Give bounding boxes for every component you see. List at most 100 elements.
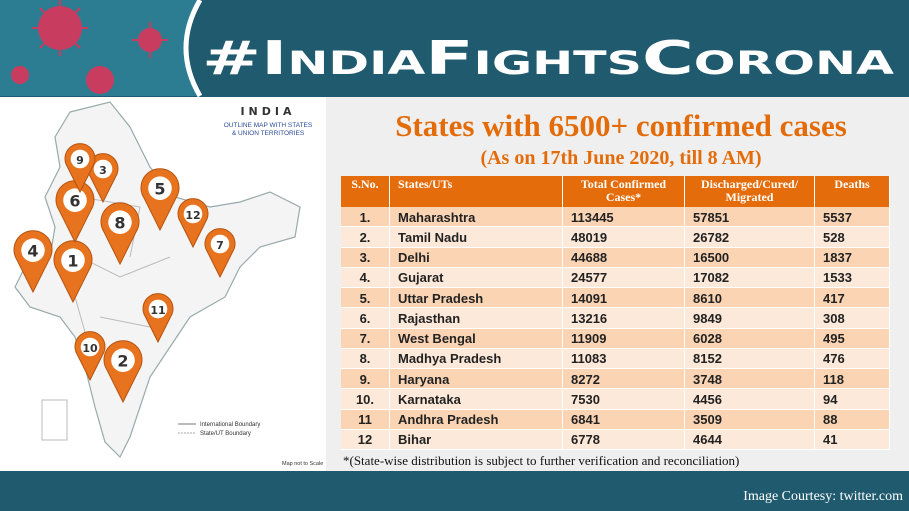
- pin-label: 2: [117, 351, 128, 370]
- pin-label: 6: [69, 191, 80, 210]
- pin-head: [63, 188, 87, 212]
- map-pin: 6: [55, 180, 95, 244]
- table-row: [341, 207, 890, 228]
- pin-label: 3: [99, 164, 107, 177]
- table-cell: Tamil Nadu: [390, 227, 563, 248]
- table-cell: 528: [815, 227, 890, 248]
- pin-head: [210, 234, 230, 254]
- legend-label: State/UT Boundary: [200, 431, 251, 437]
- pin-label: 5: [154, 179, 165, 198]
- table-cell: 8152: [685, 348, 815, 369]
- map-pin: 4: [13, 230, 53, 294]
- table-cell: 5537: [815, 207, 890, 228]
- table-cell: 16500: [685, 247, 815, 268]
- table-cell: 3509: [685, 409, 815, 430]
- header: #IndiaFightsCorona: [0, 0, 909, 98]
- map-pin: 10: [74, 331, 106, 382]
- table-cell: 9849: [685, 308, 815, 329]
- table-cell: 12: [341, 429, 390, 450]
- table-row: [341, 308, 890, 329]
- table-row: [341, 267, 890, 288]
- column-header: Total Confirmed Cases*: [563, 176, 685, 207]
- map-pin: 11: [142, 293, 174, 344]
- table-cell: 10.: [341, 389, 390, 410]
- table-cell: West Bengal: [390, 328, 563, 349]
- table-cell: Madhya Pradesh: [390, 348, 563, 369]
- map-pin: 5: [140, 168, 180, 232]
- column-header: S.No.: [341, 176, 390, 207]
- table-cell: 1837: [815, 247, 890, 268]
- table-cell: 88: [815, 409, 890, 430]
- pin-label: 12: [185, 209, 200, 222]
- table-row: [341, 227, 890, 248]
- map-title: INDIA: [240, 105, 295, 118]
- table-cell: 6841: [563, 409, 685, 430]
- table-row: [341, 369, 890, 390]
- table-cell: Bihar: [390, 429, 563, 450]
- table-cell: 8.: [341, 348, 390, 369]
- pin-label: 1: [67, 251, 78, 270]
- pin-head: [183, 204, 203, 224]
- table-cell: 495: [815, 328, 890, 349]
- table-row: [341, 389, 890, 410]
- table-cell: 8272: [563, 369, 685, 390]
- map-pin: 8: [100, 202, 140, 266]
- table-cell: 11909: [563, 328, 685, 349]
- table-cell: 4.: [341, 267, 390, 288]
- map-pin: 2: [103, 340, 143, 404]
- table-title: States with 6500+ confirmed cases: [395, 108, 847, 143]
- pin-head: [80, 337, 100, 357]
- table-cell: 11: [341, 409, 390, 430]
- table-cell: 308: [815, 308, 890, 329]
- table-cell: Delhi: [390, 247, 563, 268]
- map-subtitle: OUTLINE MAP WITH STATES: [224, 122, 313, 129]
- table-cell: 1533: [815, 267, 890, 288]
- table-cell: 17082: [685, 267, 815, 288]
- inset-box: [41, 399, 68, 441]
- hashtag: #IndiaFightsCorona: [202, 31, 894, 85]
- table-cell: 11083: [563, 348, 685, 369]
- pin-head: [111, 348, 135, 372]
- table-cell: 41: [815, 429, 890, 450]
- table-row: [341, 288, 890, 309]
- table-row: [341, 348, 890, 369]
- table-cell: 417: [815, 288, 890, 309]
- pin-head: [70, 149, 90, 169]
- table-cell: Maharashtra: [390, 207, 563, 228]
- virus-art: [11, 0, 168, 94]
- table-subtitle: (As on 17th June 2020, till 8 AM): [480, 147, 762, 169]
- pin-label: 9: [76, 154, 84, 167]
- table-row: [341, 409, 890, 430]
- header-curve: [186, 0, 909, 96]
- table-cell: 26782: [685, 227, 815, 248]
- column-header: Discharged/Cured/ Migrated: [685, 176, 815, 207]
- table-cell: 57851: [685, 207, 815, 228]
- table-cell: 44688: [563, 247, 685, 268]
- table-cell: 6778: [563, 429, 685, 450]
- pin-label: 11: [150, 304, 165, 317]
- image-credit: Image Courtesy: twitter.com: [743, 489, 903, 504]
- table-cell: 118: [815, 369, 890, 390]
- table-cell: 3748: [685, 369, 815, 390]
- pin-head: [148, 176, 172, 200]
- table-cell: 24577: [563, 267, 685, 288]
- table-cell: 48019: [563, 227, 685, 248]
- table-cell: Andhra Pradesh: [390, 409, 563, 430]
- table-cell: 1.: [341, 207, 390, 228]
- scale-note: Map not to Scale: [282, 461, 323, 467]
- map-panel: INDIA OUTLINE MAP WITH STATES & UNION TE…: [0, 97, 326, 471]
- cases-table: S.No. States/UTs Total Confirmed Cases* Dis…: [341, 176, 890, 450]
- pin-head: [148, 299, 168, 319]
- state-boundaries: [59, 196, 171, 368]
- pin-label: 10: [82, 342, 98, 355]
- table-cell: 113445: [563, 207, 685, 228]
- table-cell: 7530: [563, 389, 685, 410]
- table-cell: Gujarat: [390, 267, 563, 288]
- map-subtitle: & UNION TERRITORIES: [232, 130, 305, 137]
- table-cell: 94: [815, 389, 890, 410]
- table-cell: Rajasthan: [390, 308, 563, 329]
- map-pin: 7: [204, 228, 236, 279]
- table-cell: Karnataka: [390, 389, 563, 410]
- pin-label: 8: [114, 213, 125, 232]
